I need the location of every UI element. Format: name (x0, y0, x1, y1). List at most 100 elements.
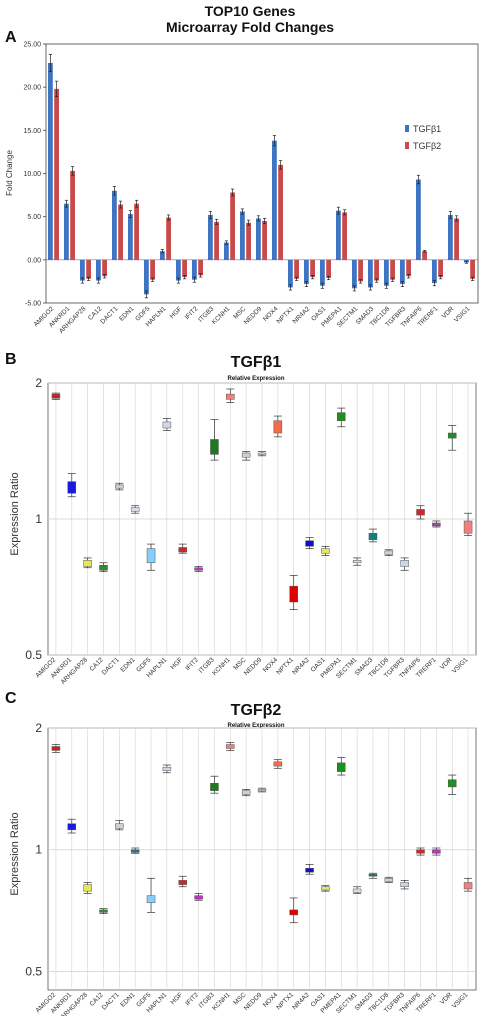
y-tick-label: 15.00 (23, 128, 41, 135)
box (241, 790, 251, 795)
bar (176, 259, 181, 281)
y-tick-label: 0.5 (25, 964, 42, 978)
bar (384, 259, 389, 286)
box (368, 873, 378, 877)
y-tick-label: 0.00 (27, 257, 41, 264)
bar (288, 259, 293, 288)
bar (118, 204, 123, 260)
bar (230, 192, 235, 260)
chart-c-subtitle: Relative Expression (227, 723, 284, 729)
box (289, 909, 298, 916)
bar (192, 259, 197, 280)
box (337, 412, 346, 421)
box (146, 548, 156, 564)
chart-a-title: TOP10 Genes (205, 3, 296, 19)
bar (390, 259, 395, 280)
box (67, 823, 77, 831)
bar (374, 259, 379, 281)
bar (256, 218, 261, 260)
box (210, 439, 219, 455)
panel-b-letter: B (5, 351, 17, 368)
box (99, 909, 108, 913)
bar (422, 251, 427, 260)
box (210, 783, 219, 791)
box (447, 779, 457, 788)
legend-label: TGFβ2 (413, 141, 441, 151)
box (416, 849, 425, 854)
bar (278, 164, 283, 260)
box (51, 746, 61, 751)
box (178, 880, 187, 885)
bar (208, 214, 213, 260)
bar (352, 259, 357, 289)
y-tick-label: 2 (35, 376, 42, 390)
box (226, 393, 235, 400)
chart-b-subtitle: Relative Expression (227, 376, 284, 382)
y-tick-label: 1 (35, 512, 42, 526)
box (368, 532, 378, 540)
bar (416, 179, 421, 260)
box (146, 895, 156, 903)
box (321, 886, 330, 891)
chart-a-ylabel: Fold Change (5, 150, 14, 196)
bar (214, 221, 219, 260)
bar (150, 259, 155, 280)
bar (320, 259, 325, 286)
legend-swatch (405, 125, 409, 132)
bar (86, 259, 91, 279)
box (400, 560, 409, 567)
box (352, 888, 362, 893)
y-tick-label: 20.00 (23, 85, 41, 92)
chart-b-title: TGFβ1 (231, 354, 282, 371)
bar (294, 259, 299, 279)
bar (102, 259, 107, 277)
bar (224, 242, 229, 260)
bar (470, 259, 475, 279)
box (273, 420, 283, 434)
box (241, 452, 251, 458)
box (115, 823, 124, 829)
box (257, 452, 267, 455)
box (99, 565, 108, 571)
bar (160, 251, 165, 260)
panel-a-letter: A (5, 29, 17, 46)
bar (310, 259, 315, 278)
bar (336, 210, 341, 260)
bar (272, 140, 277, 260)
box (257, 789, 267, 792)
bar (342, 212, 347, 260)
legend-label: TGFβ1 (413, 124, 441, 134)
box (67, 481, 77, 494)
bar (54, 88, 59, 260)
box (447, 432, 457, 439)
box (115, 484, 124, 489)
box (384, 878, 394, 882)
bar (112, 190, 117, 260)
box (432, 522, 441, 527)
chart-b-ylabel: Expression Ratio (9, 472, 21, 555)
bar (48, 62, 53, 260)
box (83, 884, 92, 892)
bar (182, 259, 187, 278)
box (162, 421, 172, 429)
box (130, 849, 140, 853)
bar (128, 214, 133, 260)
y-tick-label: 1 (35, 843, 42, 857)
chart-c-title: TGFβ2 (231, 702, 282, 719)
bar (246, 222, 251, 260)
bar (406, 259, 411, 277)
bar (96, 259, 101, 281)
box (352, 560, 362, 564)
bar (134, 203, 139, 260)
y-tick-label: 0.5 (25, 648, 42, 662)
bar (144, 259, 149, 295)
chart-c-ylabel: Expression Ratio (9, 812, 21, 895)
box (337, 762, 346, 772)
bar (438, 259, 443, 278)
y-tick-label: 10.00 (23, 171, 41, 178)
box (384, 550, 394, 555)
y-tick-label: 2 (35, 721, 42, 735)
bar (464, 259, 469, 263)
bar (368, 259, 373, 288)
